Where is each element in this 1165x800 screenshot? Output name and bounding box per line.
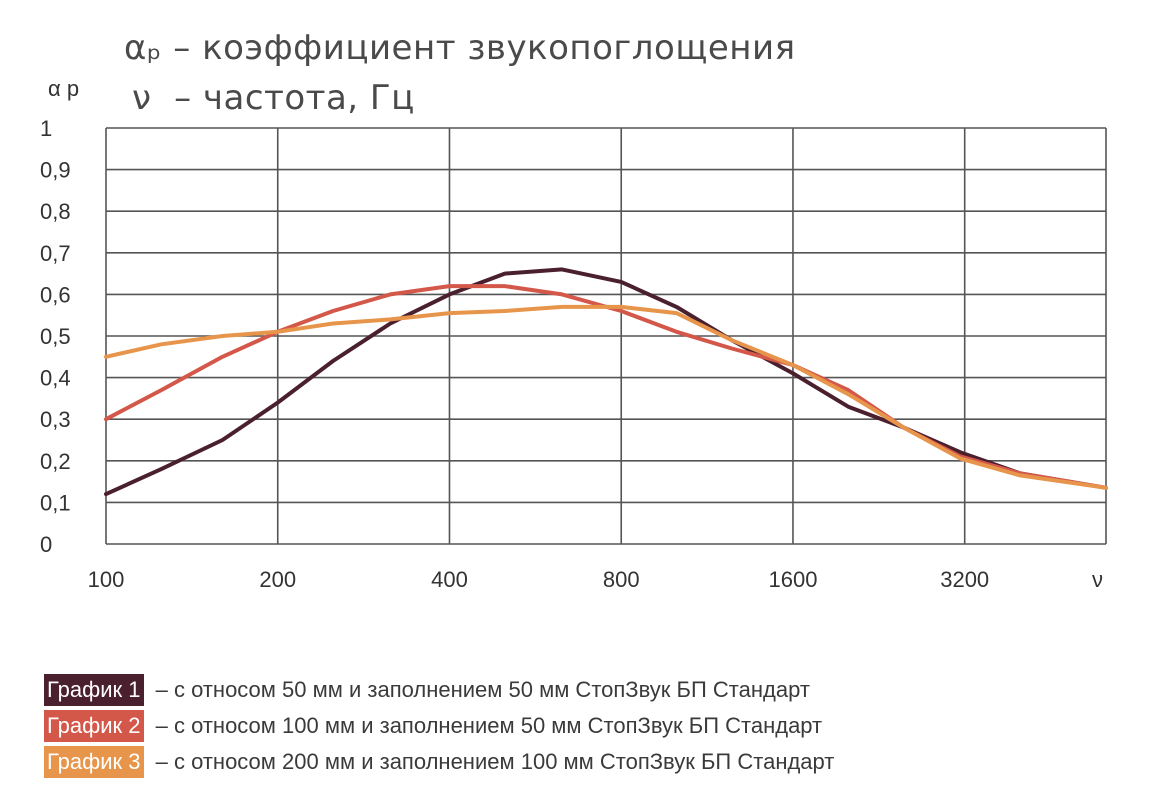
legend-item-1: График 1 – с относом 50 мм и заполнением… (44, 672, 834, 708)
chart-title-line-1: αₚ – коэффициент звукопоглощения (124, 28, 796, 68)
y-tick-label: 0,4 (40, 366, 71, 391)
grid-layer (105, 127, 1107, 545)
tick-layer: 0 0,1 0,2 0,3 0,4 0,5 0,6 0,7 0,8 0,9 1 100 200 400 80… (40, 76, 1103, 592)
x-tick-label: 100 (88, 567, 125, 592)
series-line-3 (104, 304, 1108, 490)
legend-text-3: – с относом 200 мм и заполнением 100 мм … (149, 749, 835, 774)
x-axis-label: ν (1092, 567, 1103, 592)
legend-item-2: График 2 – с относом 100 мм и заполнение… (44, 708, 834, 744)
y-tick-label: 0,3 (40, 407, 71, 432)
x-tick-label: 400 (431, 567, 468, 592)
legend-text-1: – с относом 50 мм и заполнением 50 мм Ст… (149, 677, 810, 702)
x-tick-label: 1600 (768, 567, 817, 592)
y-tick-label: 0,1 (40, 490, 71, 515)
legend-swatch-1: График 1 (44, 674, 144, 706)
y-tick-label: 0,7 (40, 241, 71, 266)
line-chart: 0 0,1 0,2 0,3 0,4 0,5 0,6 0,7 0,8 0,9 1 100 200 400 80… (40, 76, 1108, 592)
y-axis-label: α р (48, 76, 79, 101)
legend-item-3: График 3 – с относом 200 мм и заполнение… (44, 744, 834, 780)
x-tick-label: 800 (603, 567, 640, 592)
y-tick-label: 0,9 (40, 158, 71, 183)
y-tick-label: 0,2 (40, 449, 71, 474)
chart-title-line-2: ν – частота, Гц (132, 78, 415, 118)
legend-swatch-2: График 2 (44, 710, 144, 742)
y-tick-label: 0,6 (40, 282, 71, 307)
legend: График 1 – с относом 50 мм и заполнением… (44, 672, 834, 780)
x-tick-label: 3200 (940, 567, 989, 592)
series-layer (104, 267, 1108, 497)
y-tick-label: 0,8 (40, 199, 71, 224)
legend-swatch-3: График 3 (44, 746, 144, 778)
x-tick-label: 200 (259, 567, 296, 592)
legend-text-2: – с относом 100 мм и заполнением 50 мм С… (149, 713, 823, 738)
y-tick-label: 0 (40, 532, 52, 557)
y-tick-label: 0,5 (40, 324, 71, 349)
y-tick-label: 1 (40, 116, 52, 141)
